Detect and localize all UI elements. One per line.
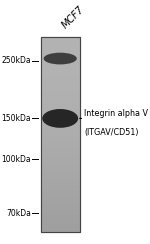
Bar [41, 115, 80, 118]
Bar [41, 112, 80, 115]
Bar [41, 73, 80, 76]
Bar [41, 130, 80, 132]
Bar [41, 212, 80, 215]
Bar [41, 37, 80, 232]
Bar [41, 59, 80, 62]
Bar [41, 224, 80, 227]
Ellipse shape [42, 109, 78, 128]
Bar [41, 93, 80, 96]
Bar [41, 88, 80, 91]
Bar [41, 193, 80, 196]
Bar [41, 188, 80, 191]
Bar [41, 205, 80, 208]
Bar [41, 210, 80, 213]
Bar [41, 76, 80, 79]
Text: 150kDa: 150kDa [1, 114, 31, 123]
Bar [41, 190, 80, 193]
Bar [41, 127, 80, 130]
Bar [41, 149, 80, 152]
Bar [41, 144, 80, 147]
Bar [41, 161, 80, 164]
Bar [41, 51, 80, 54]
Bar [41, 173, 80, 176]
Bar [41, 110, 80, 113]
Bar [41, 103, 80, 106]
Bar [41, 108, 80, 111]
Bar [41, 215, 80, 218]
Bar [41, 39, 80, 42]
Bar [41, 207, 80, 210]
Bar [41, 120, 80, 123]
Bar [41, 117, 80, 120]
Bar [41, 185, 80, 188]
Bar [41, 176, 80, 179]
Text: 70kDa: 70kDa [6, 209, 31, 218]
Bar [41, 78, 80, 81]
Bar [41, 134, 80, 137]
Bar [41, 91, 80, 93]
Bar [41, 64, 80, 67]
Bar [41, 166, 80, 169]
Bar [41, 200, 80, 203]
Bar [41, 142, 80, 145]
Text: Integrin alpha V: Integrin alpha V [84, 109, 148, 118]
Text: (ITGAV/CD51): (ITGAV/CD51) [84, 128, 138, 137]
Bar [41, 44, 80, 47]
Bar [41, 178, 80, 181]
Bar [41, 100, 80, 103]
Bar [41, 56, 80, 59]
Bar [41, 183, 80, 186]
Bar [41, 49, 80, 52]
Bar [41, 125, 80, 128]
Bar [41, 61, 80, 64]
Bar [41, 71, 80, 74]
Ellipse shape [44, 53, 77, 64]
Bar [41, 147, 80, 150]
Bar [41, 168, 80, 171]
Bar [41, 195, 80, 198]
Bar [41, 69, 80, 71]
Bar [41, 81, 80, 84]
Bar [41, 159, 80, 162]
Bar [41, 203, 80, 205]
Bar [41, 54, 80, 57]
Bar [41, 220, 80, 223]
Bar [41, 47, 80, 50]
Bar [41, 37, 80, 40]
Bar [41, 95, 80, 98]
Bar [41, 163, 80, 166]
Bar [41, 86, 80, 89]
Bar [41, 227, 80, 230]
Text: MCF7: MCF7 [60, 4, 86, 30]
Text: 250kDa: 250kDa [1, 56, 31, 65]
Bar [41, 229, 80, 232]
Bar [41, 42, 80, 45]
Bar [41, 122, 80, 125]
Bar [41, 132, 80, 135]
Bar [41, 152, 80, 154]
Bar [41, 217, 80, 220]
Bar [41, 139, 80, 142]
Bar [41, 37, 80, 232]
Bar [41, 222, 80, 225]
Text: 100kDa: 100kDa [1, 155, 31, 164]
Bar [41, 105, 80, 108]
Bar [41, 66, 80, 69]
Bar [41, 181, 80, 183]
Bar [41, 83, 80, 86]
Bar [41, 154, 80, 157]
Bar [41, 98, 80, 101]
Bar [41, 198, 80, 201]
Bar [41, 171, 80, 174]
Bar [41, 156, 80, 159]
Bar [41, 137, 80, 140]
